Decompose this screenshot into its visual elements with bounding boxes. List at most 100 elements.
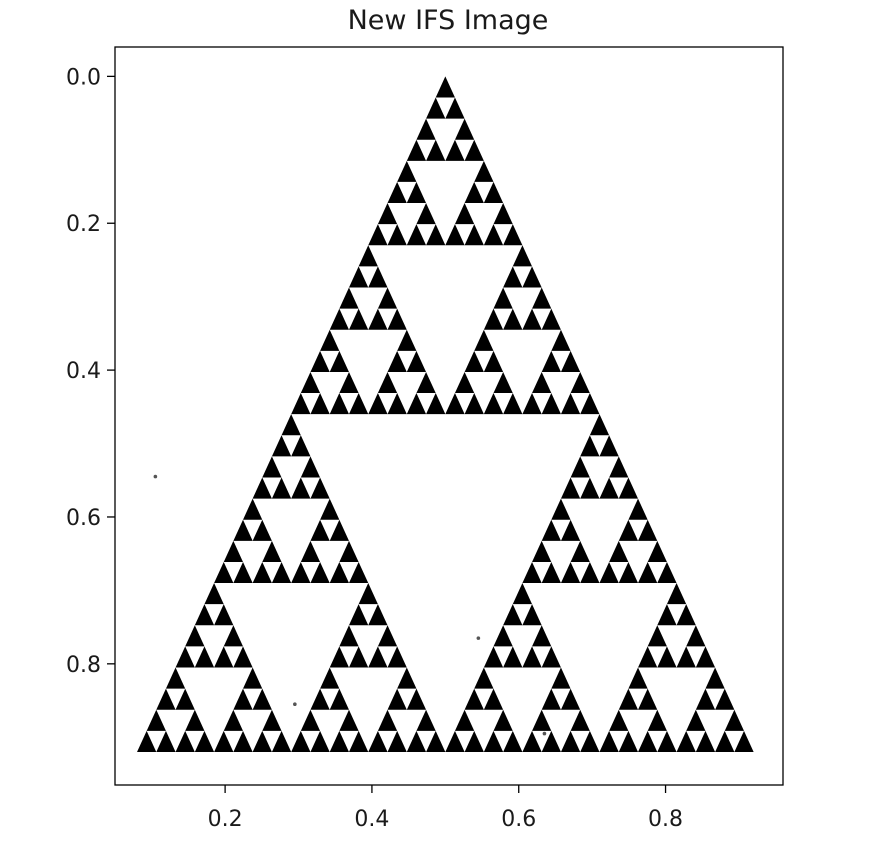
fractal-triangle (493, 709, 513, 731)
fractal-triangle (214, 604, 234, 626)
fractal-triangle (194, 730, 215, 752)
fractal-triangle (310, 561, 330, 584)
fractal-triangle (243, 498, 263, 520)
fractal-triangle (532, 625, 552, 647)
fractal-triangle (387, 393, 407, 415)
fractal-triangle (464, 181, 484, 204)
fractal-triangle (638, 730, 658, 752)
fractal-triangle (358, 245, 378, 267)
fractal-triangle (426, 139, 446, 161)
scatter-point (293, 702, 297, 707)
fractal-triangle (454, 118, 475, 140)
fractal-triangle (522, 308, 542, 330)
fractal-triangle (599, 561, 619, 584)
fractal-triangle (339, 371, 359, 394)
fractal-triangle (580, 730, 600, 752)
fractal-triangle (541, 308, 561, 330)
fractal-triangle (406, 224, 427, 246)
fractal-triangle (406, 393, 427, 415)
fractal-triangle (406, 181, 427, 204)
fractal-triangle (503, 266, 523, 288)
fractal-triangle (686, 709, 706, 731)
fractal-triangle (329, 561, 349, 584)
fractal-triangle (387, 181, 407, 204)
fractal-triangle (387, 224, 407, 246)
fractal-triangle (666, 583, 687, 605)
fractal-triangle (522, 604, 542, 626)
fractal-triangle (657, 730, 677, 752)
fractal-triangle (329, 308, 349, 330)
fractal-triangle (532, 371, 552, 394)
fractal-triangle (445, 139, 465, 161)
y-tick-label: 0.2 (66, 212, 101, 237)
fractal-triangle (377, 287, 398, 309)
fractal-triangle (368, 266, 388, 288)
fractal-triangle (291, 393, 311, 415)
fractal-triangle (454, 371, 475, 394)
fractal-triangle (416, 118, 436, 140)
fractal-triangle (522, 393, 542, 415)
fractal-triangle (137, 730, 157, 752)
fractal-triangle (483, 646, 504, 668)
fractal-triangle (695, 646, 716, 668)
fractal-triangle (320, 329, 340, 351)
fractal-triangle (464, 688, 484, 710)
fractal-triangle (493, 287, 513, 309)
fractal-triangle (580, 477, 600, 499)
fractal-triangle (609, 456, 629, 478)
fractal-triangle (474, 160, 494, 182)
fractal-triangle (310, 519, 330, 541)
fractal-triangle (271, 477, 292, 499)
fractal-triangle (348, 308, 369, 330)
fractal-triangle (271, 730, 292, 752)
fractal-triangle (320, 667, 340, 689)
fractal-triangle (686, 625, 706, 647)
fractal-triangle (503, 308, 523, 330)
fractal-triangle (175, 688, 195, 710)
fractal-triangle (560, 350, 581, 372)
fractal-triangle (483, 350, 504, 372)
fractal-triangle (185, 709, 205, 731)
fractal-triangle (580, 561, 600, 584)
fractal-triangle (570, 540, 590, 562)
y-tick-label: 0.6 (66, 506, 101, 531)
fractal-triangle (647, 625, 667, 647)
fractal-triangle (589, 414, 610, 436)
fractal-triangle (483, 308, 504, 330)
fractal-triangle (483, 224, 504, 246)
fractal-triangle (541, 688, 561, 710)
fractal-triangle (464, 393, 484, 415)
fractal-triangle (618, 561, 639, 584)
fractal-triangle (512, 245, 533, 267)
fractal-triangle (262, 709, 282, 731)
fractal-triangle (214, 730, 234, 752)
fractal-triangle (310, 393, 330, 415)
fractal-triangle (175, 646, 195, 668)
fractal-triangle (310, 477, 330, 499)
fractal-triangle (146, 709, 166, 731)
fractal-triangle (377, 625, 398, 647)
fractal-triangle (291, 477, 311, 499)
fractal-triangle (638, 561, 658, 584)
fractal-triangle (271, 561, 292, 584)
fractal-triangle (715, 688, 735, 710)
fractal-triangle (551, 329, 571, 351)
fractal-triangle (233, 561, 253, 584)
fractal-triangle (676, 646, 696, 668)
fractal-triangle (483, 181, 504, 204)
fractal-triangle (599, 730, 619, 752)
fractal-triangle (175, 730, 195, 752)
x-tick-label: 0.8 (648, 807, 683, 832)
fractal-triangle (560, 519, 581, 541)
chart-title: New IFS Image (348, 5, 549, 36)
fractal-triangle (339, 709, 359, 731)
fractal-triangle (445, 97, 465, 119)
y-tick-label: 0.0 (66, 65, 101, 90)
fractal-triangle (262, 540, 282, 562)
fractal-triangle (156, 688, 176, 710)
fractal-triangle (416, 371, 436, 394)
fractal-triangle (329, 730, 349, 752)
fractal-triangle (618, 688, 639, 710)
fractal-triangle (348, 604, 369, 626)
fractal-triangle (522, 730, 542, 752)
